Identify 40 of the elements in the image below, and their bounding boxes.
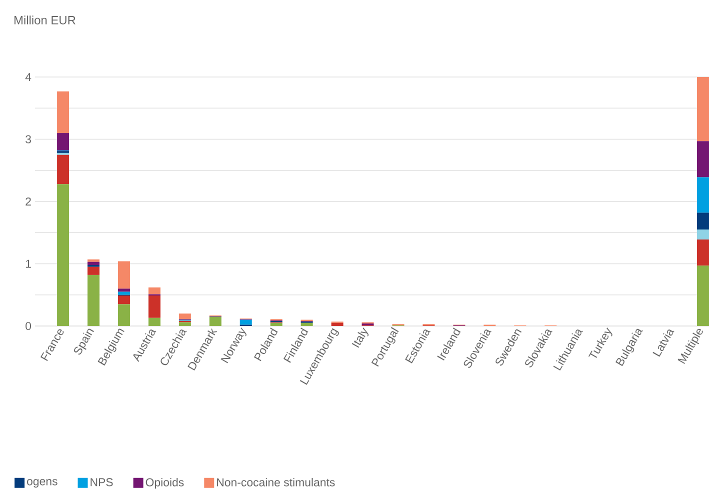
y-tick-label: 3 — [26, 135, 31, 144]
bar — [148, 318, 160, 326]
bar — [118, 292, 130, 295]
bar — [88, 274, 100, 326]
bar — [696, 266, 709, 326]
bar — [696, 239, 709, 266]
bar — [57, 133, 70, 150]
bar — [118, 288, 130, 292]
bar — [209, 316, 222, 326]
bar — [696, 230, 709, 240]
bar — [118, 304, 130, 326]
legend-label: Opioids — [146, 478, 184, 489]
y-axis-title: Million EUR — [14, 16, 76, 24]
bar — [696, 141, 709, 178]
bar — [118, 261, 130, 289]
bar — [148, 287, 160, 294]
bar — [696, 212, 709, 230]
y-tick-label: 0 — [26, 322, 32, 330]
bar — [240, 320, 252, 325]
bar — [696, 76, 709, 142]
bar — [331, 322, 344, 326]
bar — [178, 322, 191, 326]
legend-label: ogens — [27, 479, 58, 488]
y-tick-label: 1 — [26, 260, 31, 268]
bar — [696, 177, 709, 213]
legend-label: NPS — [90, 478, 113, 486]
bar — [118, 295, 130, 304]
bar — [270, 322, 282, 326]
bar — [300, 322, 313, 326]
bar — [57, 154, 70, 184]
y-tick-label: 4 — [25, 73, 32, 81]
bar — [178, 314, 191, 320]
y-tick-label: 2 — [26, 198, 31, 206]
bar — [57, 91, 70, 134]
bar — [88, 262, 100, 265]
bar — [88, 266, 100, 275]
legend-label: Non-cocaine stimulants — [217, 478, 335, 486]
bar — [148, 295, 160, 318]
bar — [57, 184, 70, 326]
bar — [88, 259, 100, 262]
